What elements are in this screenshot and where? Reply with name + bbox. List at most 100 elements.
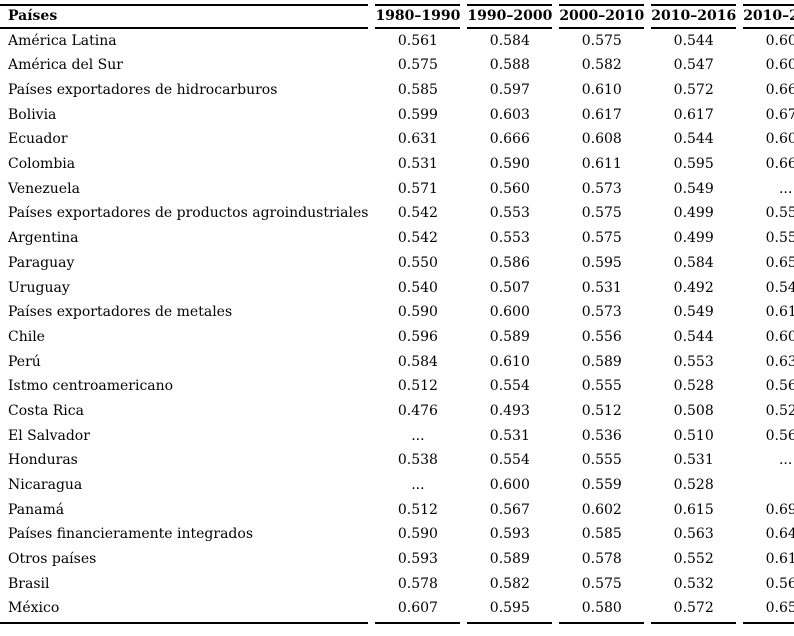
value-cell: 0.590 [489, 156, 530, 173]
value-cell: 0.512 [397, 501, 438, 518]
value-cell: 0.554 [489, 378, 530, 395]
table-row: América Latina 0.561 0.584 0.575 0.544 0… [0, 29, 794, 54]
value-cell: 0.575 [581, 575, 622, 592]
value-cell: 0.589 [489, 551, 530, 568]
value-cell: 0.611 [581, 156, 622, 173]
table-row: México 0.607 0.595 0.580 0.572 0.658 [0, 597, 794, 624]
value-cell: 0.493 [489, 402, 530, 419]
value-cell: 0.658 [743, 597, 794, 624]
value-cell: 0.564 [765, 427, 794, 444]
value-cell: 0.595 [467, 597, 553, 624]
row-label: Países financieramente integrados [8, 526, 253, 543]
value-cell: 0.512 [581, 402, 622, 419]
value-cell: 0.584 [673, 254, 714, 271]
row-label: América del Sur [8, 57, 123, 74]
value-cell: 0.532 [673, 575, 714, 592]
value-cell: 0.544 [673, 32, 714, 49]
row-label: Colombia [8, 156, 76, 173]
value-cell: 0.563 [673, 526, 714, 543]
table-row: Ecuador 0.631 0.666 0.608 0.544 0.603 [0, 128, 794, 153]
value-cell: 0.590 [397, 304, 438, 321]
table-row: Panamá 0.512 0.567 0.602 0.615 0.693 [0, 498, 794, 523]
value-cell: 0.693 [765, 501, 794, 518]
value-cell: 0.507 [489, 279, 530, 296]
value-cell: 0.596 [397, 328, 438, 345]
value-cell: 0.666 [489, 131, 530, 148]
value-cell: 0.575 [581, 205, 622, 222]
value-cell: 0.528 [673, 477, 714, 494]
value-cell: 0.600 [489, 304, 530, 321]
value-cell: 0.559 [581, 477, 622, 494]
value-cell: 0.593 [397, 551, 438, 568]
value-cell: 0.542 [397, 230, 438, 247]
row-label: Argentina [8, 230, 79, 247]
value-cell: 0.573 [581, 304, 622, 321]
value-cell: 0.527 [765, 402, 794, 419]
table-row: Costa Rica 0.476 0.493 0.512 0.508 0.527 [0, 399, 794, 424]
table-row: Bolivia 0.599 0.603 0.617 0.617 0.670 [0, 103, 794, 128]
value-cell: 0.600 [489, 477, 530, 494]
value-cell: 0.531 [581, 279, 622, 296]
value-cell: 0.540 [397, 279, 438, 296]
value-cell: 0.589 [489, 328, 530, 345]
value-cell: 0.599 [397, 106, 438, 123]
value-cell: ... [411, 477, 425, 494]
table-row: Istmo centroamericano 0.512 0.554 0.555 … [0, 375, 794, 400]
value-cell: 0.559 [765, 230, 794, 247]
value-cell: 0.550 [397, 254, 438, 271]
value-cell: ... [778, 180, 793, 197]
value-cell: 0.547 [673, 57, 714, 74]
value-cell: 0.608 [581, 131, 622, 148]
value-cell: 0.582 [581, 57, 622, 74]
value-cell: 0.589 [581, 353, 622, 370]
table-row: América del Sur 0.575 0.588 0.582 0.547 … [0, 54, 794, 79]
value-cell: 0.586 [489, 254, 530, 271]
row-label: Países exportadores de hidrocarburos [8, 82, 278, 99]
value-cell: 0.575 [581, 32, 622, 49]
value-cell: 0.603 [765, 57, 794, 74]
value-cell: 0.631 [397, 131, 438, 148]
value-cell: 0.544 [673, 328, 714, 345]
value-cell: 0.593 [489, 526, 530, 543]
row-label: Paraguay [8, 254, 75, 271]
row-label: Brasil [8, 575, 50, 592]
row-label: Venezuela [8, 180, 80, 197]
value-cell: 0.575 [397, 57, 438, 74]
row-label: Otros países [8, 551, 97, 568]
table-row: El Salvador ... 0.531 0.536 0.510 0.564 [0, 424, 794, 449]
value-cell: 0.512 [397, 378, 438, 395]
countries-period-table: Países 1980–1990 1990–2000 2000–2010 201… [0, 4, 794, 624]
value-cell: 0.553 [489, 205, 530, 222]
value-cell: 0.618 [765, 304, 794, 321]
table-row: Países exportadores de productos agroind… [0, 202, 794, 227]
row-label: Istmo centroamericano [8, 378, 174, 395]
value-cell: 0.578 [581, 551, 622, 568]
row-label: América Latina [8, 32, 117, 49]
value-cell: 0.603 [765, 32, 794, 49]
value-cell: 0.607 [375, 597, 461, 624]
value-cell: 0.560 [489, 180, 530, 197]
value-cell: 0.590 [397, 526, 438, 543]
value-cell: 0.602 [581, 501, 622, 518]
value-cell: 0.555 [581, 378, 622, 395]
value-cell: 0.584 [489, 32, 530, 49]
value-cell: 0.531 [397, 156, 438, 173]
value-cell: ... [411, 427, 425, 444]
value-cell: 0.556 [581, 328, 622, 345]
value-cell: 0.663 [765, 82, 794, 99]
table-row: Chile 0.596 0.589 0.556 0.544 0.601 [0, 325, 794, 350]
value-cell: 0.617 [581, 106, 622, 123]
row-label: Costa Rica [8, 402, 84, 419]
value-cell: 0.554 [489, 452, 530, 469]
value-cell: 0.544 [673, 131, 714, 148]
value-cell: 0.536 [581, 427, 622, 444]
value-cell: 0.492 [673, 279, 714, 296]
value-cell: 0.499 [673, 230, 714, 247]
value-cell: 0.611 [765, 551, 794, 568]
row-label: Países exportadores de metales [8, 304, 233, 321]
value-cell: 0.561 [397, 32, 438, 49]
value-cell: 0.571 [397, 180, 438, 197]
row-label: Uruguay [8, 279, 70, 296]
value-cell: 0.585 [581, 526, 622, 543]
value-cell: 0.552 [673, 551, 714, 568]
